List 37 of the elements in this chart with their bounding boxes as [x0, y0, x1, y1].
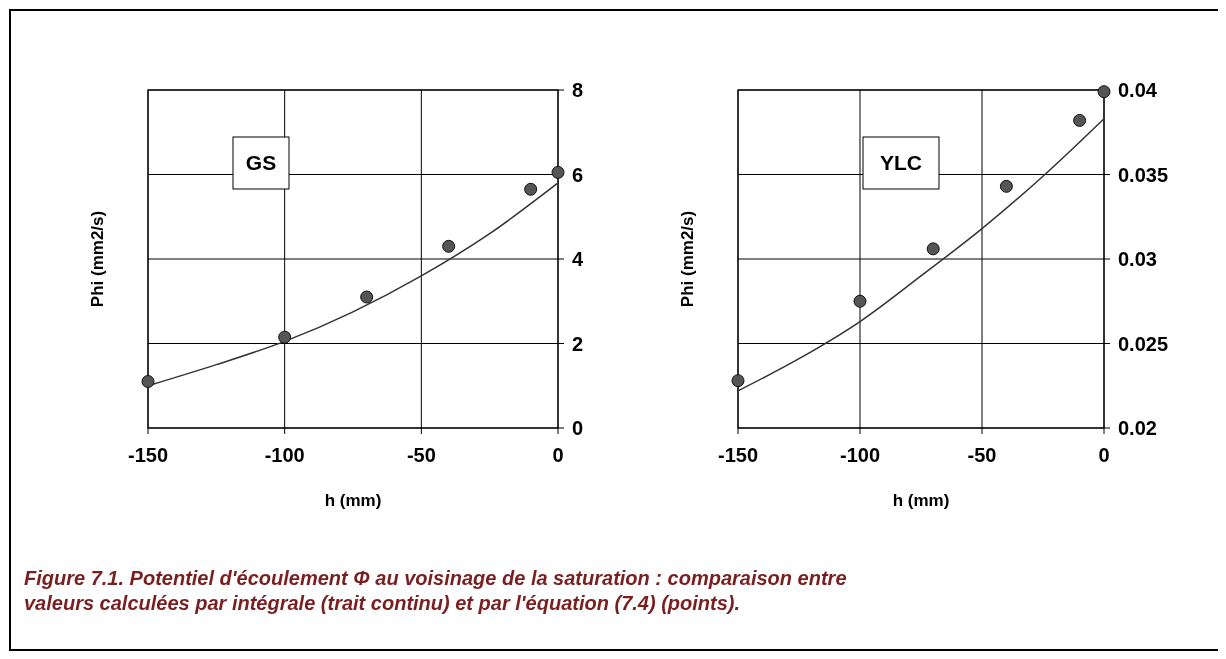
x-tick-label: -100: [839, 444, 881, 466]
x-tick-label: -150: [717, 444, 759, 466]
caption: Figure 7.1. Potentiel d'écoulement Φ au voisinage de la saturation : comparaison entre valeurs calculées par intégrale (trait continu) et par l'équation (7.4) (points).: [24, 567, 847, 614]
y-tick-label: 0.04: [1118, 79, 1158, 101]
point: [1097, 85, 1111, 99]
y-tick-label: 4: [572, 248, 584, 270]
x-tick-label: -100: [264, 444, 305, 466]
point: [524, 182, 538, 196]
x-tick-label: -50: [967, 444, 997, 466]
x-axis-title: h (mm): [892, 491, 950, 510]
y-axis-title: Phi (mm2/s): [678, 210, 697, 308]
y-tick-label: 6: [572, 163, 584, 186]
y-tick-label: 0.025: [1118, 332, 1169, 355]
y-tick-label: 8: [572, 79, 584, 101]
point: [551, 165, 565, 179]
y-tick-label: 0.02: [1118, 417, 1157, 439]
y-tick-label: 0.035: [1118, 163, 1169, 186]
y-tick-label: 0.03: [1118, 248, 1157, 270]
x-tick-label: -150: [127, 444, 169, 466]
text: YLC: [880, 151, 922, 175]
point: [731, 374, 745, 388]
point: [141, 375, 155, 389]
y-axis-title: Phi (mm2/s): [88, 210, 107, 308]
point: [442, 239, 456, 253]
y-tick-label: 2: [572, 332, 584, 355]
x-axis-title: h (mm): [324, 491, 382, 510]
point: [926, 242, 940, 256]
y-tick-label: 0: [572, 417, 584, 439]
x-tick-label: 0: [1098, 444, 1110, 466]
point: [278, 330, 292, 344]
point: [360, 290, 374, 304]
point: [1073, 113, 1087, 127]
text: GS: [245, 151, 277, 175]
x-tick-label: -50: [406, 444, 436, 466]
point: [853, 294, 867, 308]
point: [999, 179, 1013, 193]
x-tick-label: 0: [552, 444, 564, 466]
